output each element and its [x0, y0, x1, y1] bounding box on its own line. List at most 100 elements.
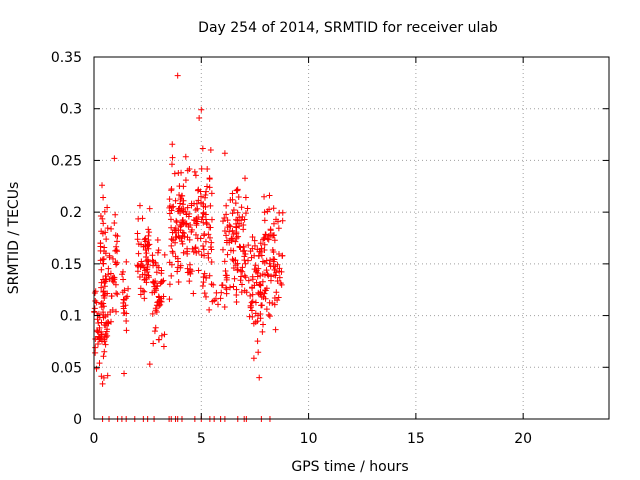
data-point — [152, 324, 159, 331]
data-point — [173, 217, 180, 224]
data-point — [240, 243, 247, 250]
data-point — [265, 233, 272, 240]
data-point — [93, 365, 100, 372]
data-point — [119, 271, 126, 278]
data-point — [230, 247, 237, 254]
data-point — [235, 233, 242, 240]
data-point — [149, 310, 156, 317]
data-point — [176, 191, 183, 198]
data-point — [232, 238, 239, 245]
data-point — [263, 267, 270, 274]
data-point — [134, 230, 141, 237]
data-point — [154, 249, 161, 256]
data-point — [149, 252, 156, 259]
data-point — [182, 221, 189, 228]
plot-frame — [93, 56, 610, 420]
data-point — [249, 273, 256, 280]
data-point — [152, 287, 159, 294]
data-point — [231, 275, 238, 282]
data-point — [265, 272, 272, 279]
data-point — [198, 165, 205, 172]
data-point — [234, 260, 241, 267]
data-point — [144, 266, 151, 273]
data-point — [186, 278, 193, 285]
data-point — [264, 271, 271, 278]
data-point — [100, 260, 107, 267]
data-point — [99, 380, 106, 387]
data-point — [158, 332, 165, 339]
data-point — [238, 281, 245, 288]
data-point — [124, 293, 131, 300]
data-point — [201, 270, 208, 277]
data-point — [134, 236, 141, 243]
data-point — [182, 153, 189, 160]
data-point — [111, 155, 118, 162]
data-point — [189, 245, 196, 252]
data-point — [254, 312, 261, 319]
data-point — [261, 193, 268, 200]
data-point — [220, 218, 227, 225]
data-point — [100, 314, 107, 321]
data-point — [202, 238, 209, 245]
data-point — [190, 217, 197, 224]
data-point — [208, 190, 215, 197]
data-point — [151, 328, 158, 335]
data-point — [141, 295, 148, 302]
data-point — [121, 296, 128, 303]
data-point — [201, 252, 208, 259]
data-point — [238, 273, 245, 280]
data-point — [152, 259, 159, 266]
data-point — [242, 194, 249, 201]
data-point — [205, 231, 212, 238]
data-point — [240, 222, 247, 229]
data-point — [100, 289, 107, 296]
data-point — [174, 72, 181, 79]
data-point — [101, 336, 108, 343]
data-point — [146, 241, 153, 248]
data-point — [275, 251, 282, 258]
data-point — [134, 262, 141, 269]
data-point — [203, 274, 210, 281]
data-point — [100, 256, 107, 263]
data-point — [270, 249, 277, 256]
data-point — [261, 234, 268, 241]
data-point — [166, 210, 173, 217]
data-point — [92, 297, 99, 304]
data-point — [175, 279, 182, 286]
data-point — [265, 311, 272, 318]
data-point — [186, 236, 193, 243]
data-point — [134, 268, 141, 275]
data-point — [248, 254, 255, 261]
data-point — [143, 257, 150, 264]
data-point — [201, 194, 208, 201]
data-point — [270, 220, 277, 227]
data-point — [270, 205, 277, 212]
data-points — [91, 72, 286, 387]
data-point — [221, 227, 228, 234]
data-point — [257, 291, 264, 298]
data-point — [172, 225, 179, 232]
data-point — [188, 202, 195, 209]
data-point — [145, 226, 152, 233]
data-point — [245, 242, 252, 249]
data-point — [266, 206, 273, 213]
y-tick-label: 0.25 — [51, 153, 82, 169]
data-point — [234, 266, 241, 273]
data-point — [104, 290, 111, 297]
data-point — [146, 229, 153, 236]
data-point — [94, 340, 101, 347]
data-point — [194, 187, 201, 194]
data-point — [274, 261, 281, 268]
data-point — [242, 210, 249, 217]
data-point — [180, 197, 187, 204]
data-point — [223, 286, 230, 293]
data-point — [275, 225, 282, 232]
data-point — [263, 306, 270, 313]
data-point — [275, 294, 282, 301]
data-point — [161, 251, 168, 258]
data-point — [256, 248, 263, 255]
data-point — [169, 204, 176, 211]
data-point — [247, 292, 254, 299]
data-point — [221, 304, 228, 311]
